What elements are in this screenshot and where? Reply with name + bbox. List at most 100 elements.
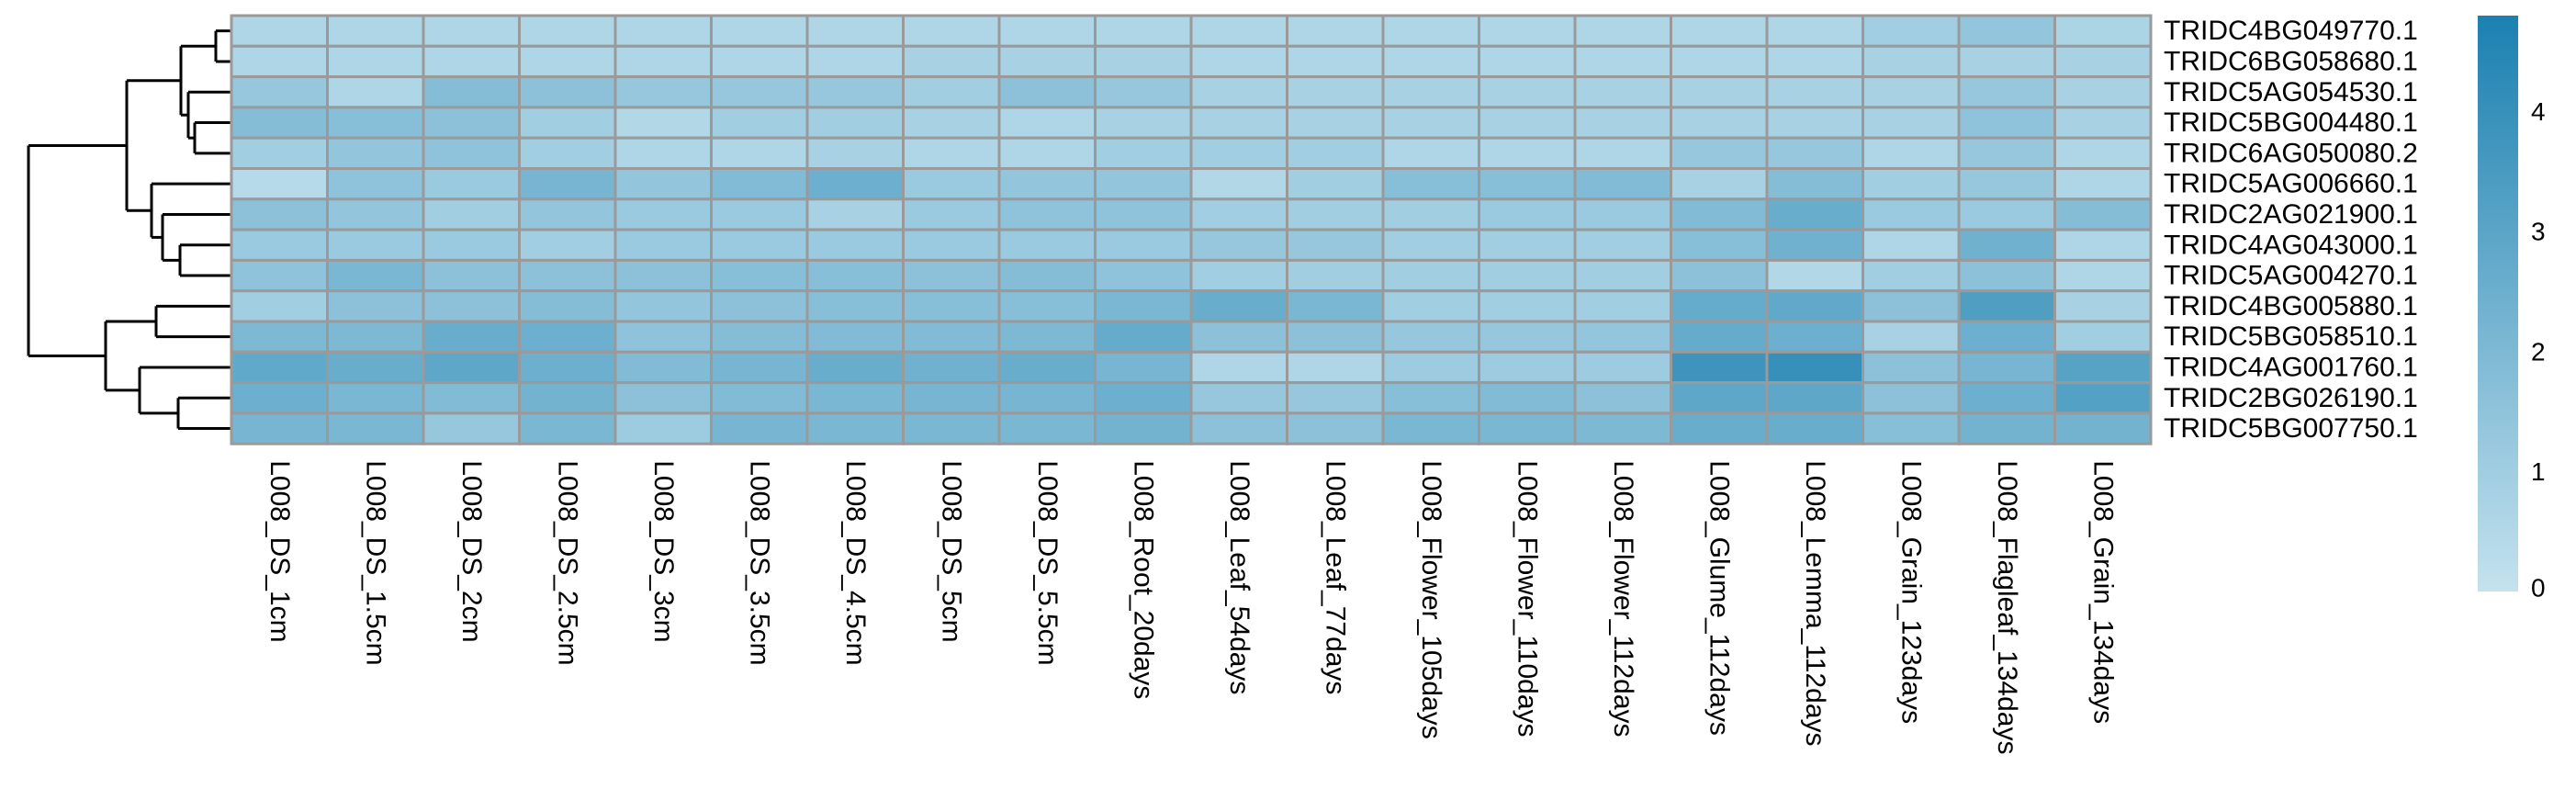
heatmap-cell [1189,350,1288,385]
heatmap-cell [710,44,809,79]
heatmap-cell [326,106,425,140]
heatmap-cell [1381,258,1480,293]
heatmap-cell [805,320,905,354]
heatmap-cell [1189,136,1288,170]
heatmap-cell [1957,320,2056,354]
heatmap-cell [997,381,1097,415]
heatmap-cell [1381,44,1480,79]
heatmap-cell [997,14,1097,48]
heatmap-cell [1957,228,2056,262]
heatmap-cell [710,258,809,293]
heatmap-cell [2053,258,2153,293]
legend-tick-label: 1 [2531,457,2546,486]
heatmap-cell [1573,258,1672,293]
heatmap-cell [902,381,1001,415]
heatmap-cell [710,381,809,415]
column-label: L008_Leaf_54days [1224,460,1254,694]
heatmap-cell [230,14,329,48]
heatmap-cell [1957,289,2056,323]
heatmap-cell [613,44,713,79]
heatmap-cell [805,411,905,445]
heatmap-cell [1478,320,1577,354]
heatmap-cell [1765,381,1864,415]
heatmap-cell [1094,289,1193,323]
heatmap-cell [902,14,1001,48]
heatmap-cell [2053,411,2153,445]
heatmap-cell [2053,320,2153,354]
heatmap-cell [902,197,1001,231]
heatmap-cell [805,289,905,323]
column-label: L008_DS_5cm [936,460,966,642]
heatmap-cell [997,106,1097,140]
heatmap-cell [1765,14,1864,48]
heatmap-cell [805,197,905,231]
legend-color-bar [2478,16,2518,591]
heatmap-cell [1862,228,1961,262]
heatmap-cell [1670,197,1769,231]
heatmap-cell [1381,228,1480,262]
heatmap-cell [1094,14,1193,48]
heatmap-cell [1957,350,2056,385]
heatmap-cell [1478,228,1577,262]
heatmap-cell [1189,381,1288,415]
heatmap-cell [613,75,713,109]
heatmap-cell [1670,75,1769,109]
legend-tick-label: 2 [2531,337,2546,366]
row-dendrogram [27,29,231,431]
heatmap-cell [1765,75,1864,109]
heatmap-cell [1478,136,1577,170]
heatmap-cell [997,411,1097,445]
heatmap-cell [326,289,425,323]
heatmap-cell [326,44,425,79]
heatmap-cell [1286,44,1385,79]
heatmap-cell [422,14,521,48]
column-label: L008_Flower_112days [1608,460,1638,737]
heatmap-cell [1862,411,1961,445]
row-label: TRIDC5AG006660.1 [2164,169,2418,199]
heatmap-cell [1573,411,1672,445]
row-labels: TRIDC4BG049770.1TRIDC6BG058680.1TRIDC5AG… [2164,16,2418,444]
heatmap-cell [710,350,809,385]
heatmap-cell [2053,136,2153,170]
heatmap-cell [1862,197,1961,231]
heatmap-cell [230,258,329,293]
heatmap-cell [2053,106,2153,140]
row-label: TRIDC4BG005880.1 [2164,291,2418,321]
heatmap-cell [1573,197,1672,231]
heatmap-cell [1478,75,1577,109]
heatmap-cell [518,44,617,79]
heatmap-cell [1862,44,1961,79]
heatmap-cell [1094,167,1193,201]
heatmap-cell [613,411,713,445]
row-label: TRIDC6BG058680.1 [2164,46,2418,76]
heatmap-cell [805,14,905,48]
heatmap-cell [1765,320,1864,354]
heatmap-cell [1957,106,2056,140]
heatmap-cells [230,14,2153,445]
heatmap-cell [1478,411,1577,445]
heatmap-cell [326,320,425,354]
column-label: L008_Grain_123days [1895,460,1926,724]
heatmap-cell [1670,320,1769,354]
heatmap-cell [422,167,521,201]
heatmap-cell [422,228,521,262]
heatmap-cell [1094,44,1193,79]
heatmap-cell [1862,136,1961,170]
heatmap-cell [997,44,1097,79]
column-label: L008_Flagleaf_134days [1992,460,2022,754]
column-label: L008_Flower_110days [1512,460,1542,737]
heatmap-cell [230,381,329,415]
heatmap-cell [1094,197,1193,231]
heatmap-cell [230,320,329,354]
heatmap-cell [1478,289,1577,323]
heatmap-cell [710,228,809,262]
heatmap-cell [613,258,713,293]
heatmap-cell [1478,44,1577,79]
heatmap-cell [518,289,617,323]
heatmap-cell [422,320,521,354]
heatmap-cell [2053,167,2153,201]
heatmap-cell [1189,320,1288,354]
heatmap-cell [2053,14,2153,48]
heatmap-cell [997,289,1097,323]
heatmap-cell [1094,106,1193,140]
